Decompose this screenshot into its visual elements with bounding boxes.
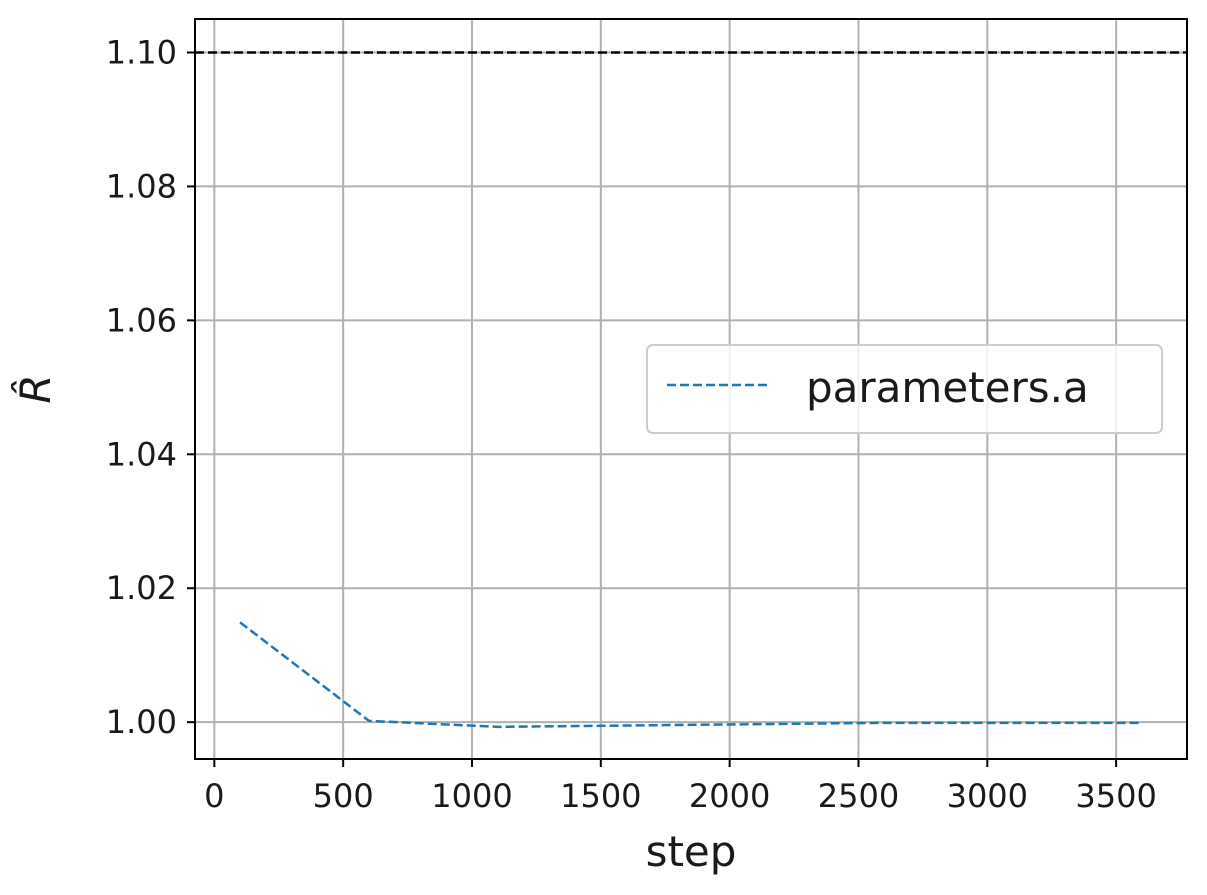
y-axis-label: R̂ — [10, 374, 60, 403]
series-line — [239, 621, 1142, 729]
y-tick-label: 1.00 — [106, 703, 177, 741]
x-tick-label: 3000 — [947, 777, 1028, 815]
x-tick-label: 3500 — [1075, 777, 1156, 815]
legend-box — [646, 344, 1163, 434]
x-tick-label: 500 — [313, 777, 374, 815]
y-tick-label: 1.04 — [106, 435, 177, 473]
x-tick-label: 1000 — [431, 777, 512, 815]
legend: parameters.a — [646, 344, 1163, 434]
series-layer — [239, 621, 1142, 729]
x-tick-label: 2500 — [818, 777, 899, 815]
y-tick-label: 1.06 — [106, 301, 177, 339]
x-tick-label: 1500 — [560, 777, 641, 815]
legend-label: parameters.a — [806, 363, 1089, 412]
x-axis-ticks: 0 500 1000 1500 2000 2500 3000 3500 — [204, 759, 1157, 815]
x-tick-label: 2000 — [689, 777, 770, 815]
plot-frame — [194, 18, 1188, 760]
y-axis-ticks: 1.00 1.02 1.04 1.06 1.08 1.10 — [106, 33, 195, 741]
y-tick-label: 1.08 — [106, 167, 177, 205]
x-axis-label: step — [646, 827, 737, 876]
y-tick-label: 1.10 — [106, 33, 177, 71]
y-tick-label: 1.02 — [106, 569, 177, 607]
x-tick-label: 0 — [204, 777, 224, 815]
